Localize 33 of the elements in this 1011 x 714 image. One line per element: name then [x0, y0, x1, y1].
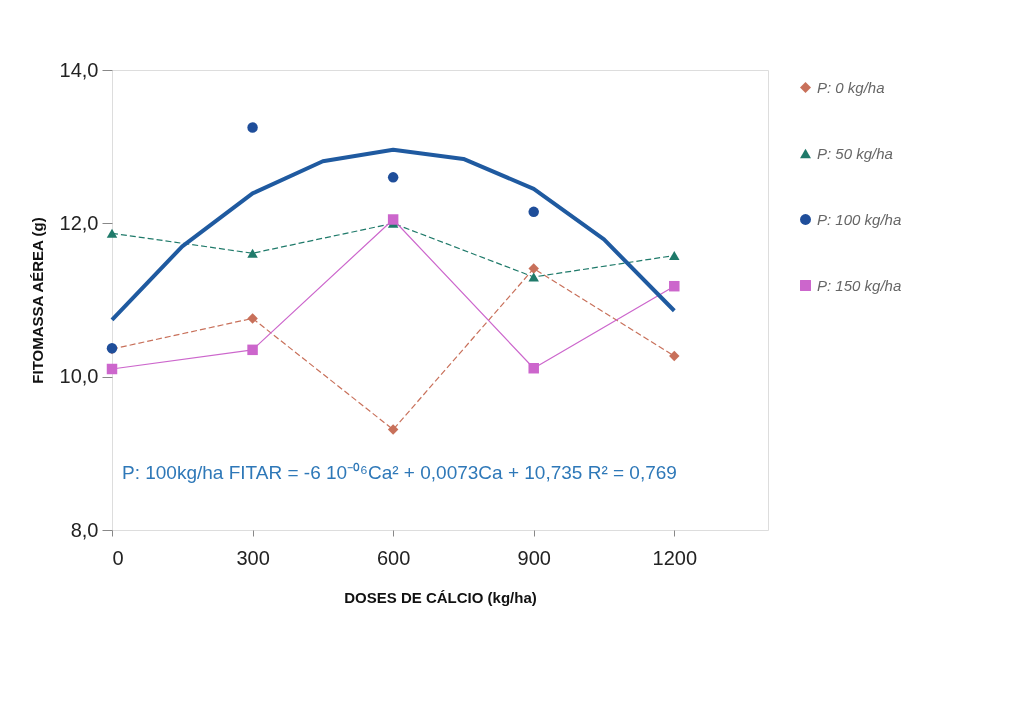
legend-label: P: 0 kg/ha: [817, 78, 885, 96]
point: [669, 350, 680, 362]
y-tick-label: 10,0: [59, 365, 99, 388]
point: [669, 250, 680, 261]
x-tick-label: 900: [517, 546, 551, 569]
x-tick-label: 600: [376, 546, 411, 569]
legend-label: P: 150 kg/ha: [817, 276, 902, 294]
y-axis-title: FITOMASSA AÉREA (g): [28, 217, 46, 384]
x-tick-label: 0: [112, 546, 124, 569]
legend-label: P: 50 kg/ha: [817, 144, 893, 162]
x-tick-label: 300: [236, 546, 270, 569]
point: [247, 122, 258, 133]
point: [669, 280, 680, 292]
point: [247, 344, 258, 356]
point: [387, 214, 399, 225]
point: [247, 313, 258, 324]
annotation: P: 100kg/ha FITAR = -6 10⁻⁰⁶Ca² + 0,0073Ca + 10,735 R² = 0,769: [122, 462, 677, 484]
point: [528, 272, 539, 282]
legend-label: P: 100 kg/ha: [817, 210, 902, 228]
line-series: [110, 147, 677, 322]
x-axis-title: DOSES DE CÁLCIO (kg/ha): [344, 588, 537, 606]
point: [106, 363, 118, 375]
y-tick-label: 12,0: [59, 211, 99, 234]
y-tick-label: 8,0: [70, 518, 99, 541]
point: [528, 263, 539, 274]
point: [528, 206, 539, 218]
x-tick-label: 1200: [652, 546, 698, 569]
y-tick-label: 14,0: [59, 58, 99, 81]
point: [387, 172, 399, 183]
point: [106, 228, 118, 238]
point: [387, 424, 399, 435]
point: [528, 362, 539, 374]
point: [247, 248, 258, 258]
